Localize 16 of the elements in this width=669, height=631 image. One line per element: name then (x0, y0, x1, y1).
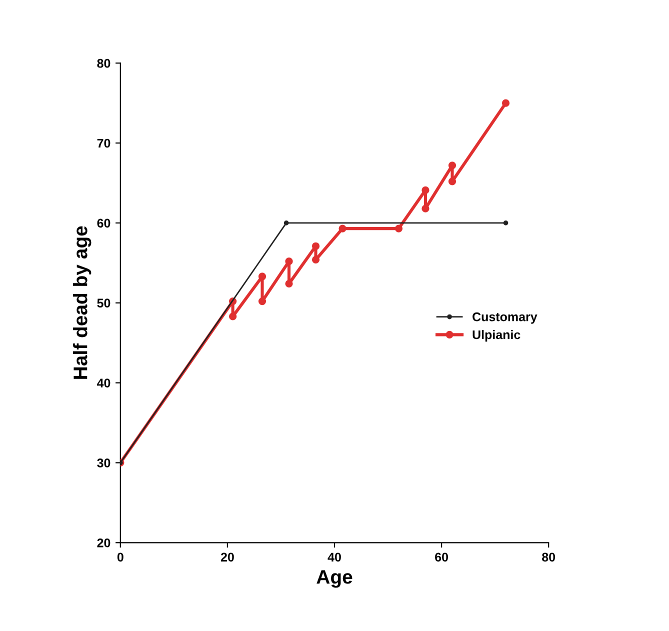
x-axis-title: Age (316, 570, 352, 588)
x-tick-label: 0 (117, 552, 124, 562)
y-tick-label: 50 (97, 298, 110, 308)
x-tick-label: 20 (220, 552, 234, 562)
y-tick-label: 40 (96, 378, 110, 388)
y-tick-label: 80 (97, 58, 110, 68)
y-tick-label: 60 (97, 218, 110, 228)
x-tick-label: 60 (435, 552, 448, 562)
y-tick-label: 30 (97, 458, 110, 468)
x-tick-label: 80 (542, 552, 556, 562)
y-axis-title: Half dead by age (73, 226, 92, 379)
y-tick-label: 70 (97, 138, 110, 148)
y-tick-label: 20 (97, 538, 110, 548)
legend-label: Ulpianic (472, 330, 520, 342)
x-tick-label: 40 (328, 552, 341, 562)
legend-label: Customary (472, 312, 538, 324)
